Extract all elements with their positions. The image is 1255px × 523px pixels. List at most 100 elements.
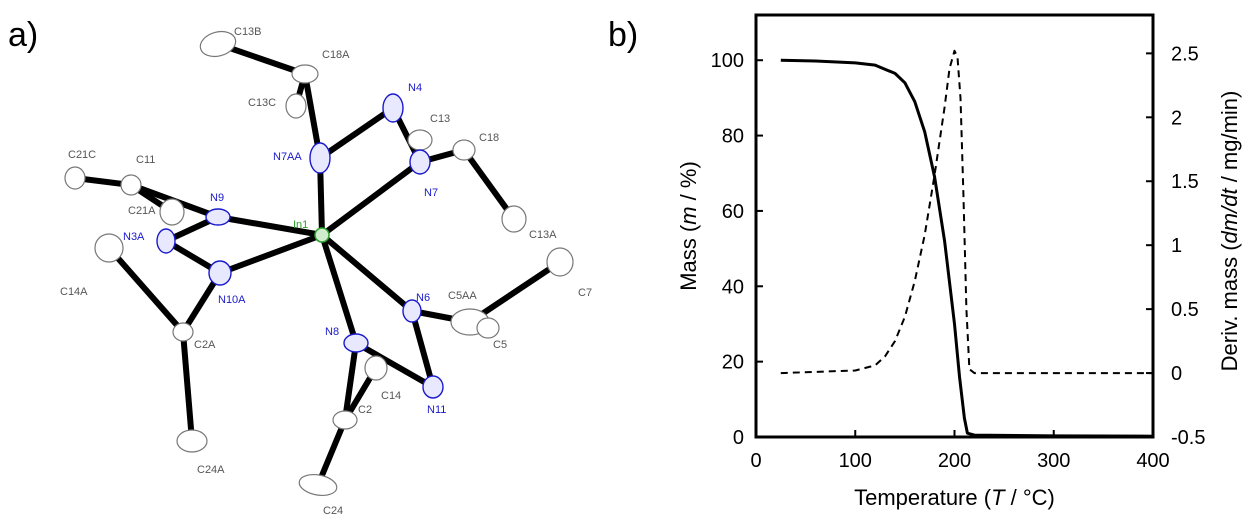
- x-tick-label: 400: [1136, 450, 1169, 472]
- y-tick-label: 0: [733, 427, 744, 449]
- atom-n3a: [156, 228, 176, 254]
- x-tick-label: 100: [839, 450, 872, 472]
- bond: [217, 232, 325, 276]
- y2-tick-label: 1: [1171, 235, 1182, 257]
- bond: [461, 147, 517, 222]
- label-n8: N8: [325, 326, 339, 338]
- atom-n9: [205, 208, 231, 226]
- atom-c18a: [291, 64, 319, 84]
- atom-c13a: [501, 205, 527, 233]
- panel-b-label: b): [608, 16, 638, 54]
- atom-c13: [407, 129, 433, 151]
- atom-c13b: [199, 30, 237, 58]
- y-tick-label: 100: [711, 50, 744, 72]
- bond: [467, 259, 563, 325]
- atom-n10a: [208, 260, 232, 286]
- label-n10a: N10A: [218, 294, 246, 306]
- bond: [215, 214, 325, 238]
- label-c21c: C21C: [68, 149, 96, 161]
- atom-n4: [382, 93, 404, 123]
- panel-a-label: a): [8, 16, 38, 54]
- y2-tick-label: 1.5: [1171, 171, 1199, 193]
- bond: [180, 329, 195, 444]
- bond: [319, 232, 359, 346]
- y-tick-label: 60: [722, 201, 744, 223]
- atom-in1: [314, 227, 330, 243]
- label-n9: N9: [210, 192, 224, 204]
- label-c24: C24: [323, 505, 343, 517]
- axis-title-part: / °C): [1005, 485, 1055, 510]
- atom-n8: [343, 333, 369, 353]
- atom-c2a: [172, 322, 194, 342]
- y2-tick-label: 2: [1171, 107, 1182, 129]
- axis-title-part: m: [676, 206, 701, 224]
- bond: [319, 159, 423, 238]
- bond: [409, 308, 436, 390]
- panel-a: a): [8, 16, 592, 517]
- atom-labels: In1 N4 N7AA N7 N9 N3A N10A N6 N8 N11 C13…: [60, 26, 592, 517]
- y2-axis-title: Deriv. mass (dm/dt / mg/min): [1217, 91, 1242, 372]
- axis-labels: 0 100 200 300 400 0 20 40 60 80 100 -0.5 0 0.5 1 1.5 2 2.…: [676, 43, 1242, 510]
- label-in1: In1: [293, 219, 308, 231]
- x-tick-label: 300: [1037, 450, 1070, 472]
- atom-n7: [409, 149, 431, 175]
- y-tick-label: 80: [722, 126, 744, 148]
- label-c7: C7: [578, 287, 592, 299]
- bond: [353, 340, 436, 390]
- axis-title-part: Temperature (: [854, 485, 992, 510]
- x-axis-title: Temperature (T / °C): [854, 485, 1055, 510]
- label-c18: C18: [479, 132, 499, 144]
- atom-c7: [546, 247, 574, 277]
- y-tick-label: 40: [722, 276, 744, 298]
- atom-c14a: [94, 233, 124, 263]
- bond: [319, 232, 415, 314]
- atom-c24a: [176, 429, 208, 453]
- series-line-derivative-mass: [780, 49, 1153, 375]
- label-n4: N4: [408, 82, 422, 94]
- nitrogen-atoms: [156, 93, 444, 399]
- atom-c13c: [285, 93, 307, 119]
- bonds: [72, 41, 563, 488]
- axis-title-part: dm/dt: [1217, 188, 1242, 244]
- label-c21a: C21A: [128, 205, 156, 217]
- label-c11: C11: [136, 154, 155, 166]
- axis-title-part: Deriv. mass (: [1217, 243, 1242, 372]
- label-n11: N11: [427, 404, 446, 416]
- panel-b: b) 0 100 200 300 400 0 20 40 60 80 100 -0.5 0 0.5 1 1.5…: [608, 13, 1242, 510]
- atom-n11: [422, 375, 444, 399]
- label-c14a: C14A: [60, 286, 88, 298]
- label-n3a: N3A: [123, 231, 145, 243]
- label-c24a: C24A: [197, 464, 225, 476]
- label-c13c: C13C: [248, 97, 276, 109]
- label-c5aa: C5AA: [448, 290, 477, 302]
- bond: [315, 417, 348, 488]
- label-n6: N6: [416, 292, 430, 304]
- label-c5: C5: [493, 339, 507, 351]
- label-c2: C2: [358, 404, 372, 416]
- x-tick-label: 200: [938, 450, 971, 472]
- data-series: [780, 49, 1154, 438]
- axis-ticks: [755, 52, 1154, 438]
- carbon-atoms: [64, 30, 574, 496]
- atom-n7aa: [309, 142, 331, 174]
- bond: [317, 105, 396, 161]
- x-tick-label: 0: [750, 450, 761, 472]
- atom-c24: [298, 474, 338, 496]
- label-c13: C13: [430, 113, 450, 125]
- axis-title-part: / %): [676, 161, 701, 206]
- atom-c11: [120, 174, 142, 196]
- label-c14: C14: [381, 390, 401, 402]
- y-axis-title: Mass (m / %): [676, 161, 701, 291]
- label-c13a: C13A: [529, 229, 557, 241]
- y-tick-label: 20: [722, 352, 744, 374]
- label-c18a: C18A: [322, 49, 350, 61]
- y2-tick-label: 0.5: [1171, 299, 1199, 321]
- y2-tick-label: -0.5: [1171, 427, 1205, 449]
- bond: [342, 340, 359, 423]
- atom-c18: [452, 139, 476, 161]
- atom-c5: [476, 317, 500, 339]
- axis-title-part: Mass (: [676, 224, 701, 291]
- atom-c21c: [64, 166, 86, 190]
